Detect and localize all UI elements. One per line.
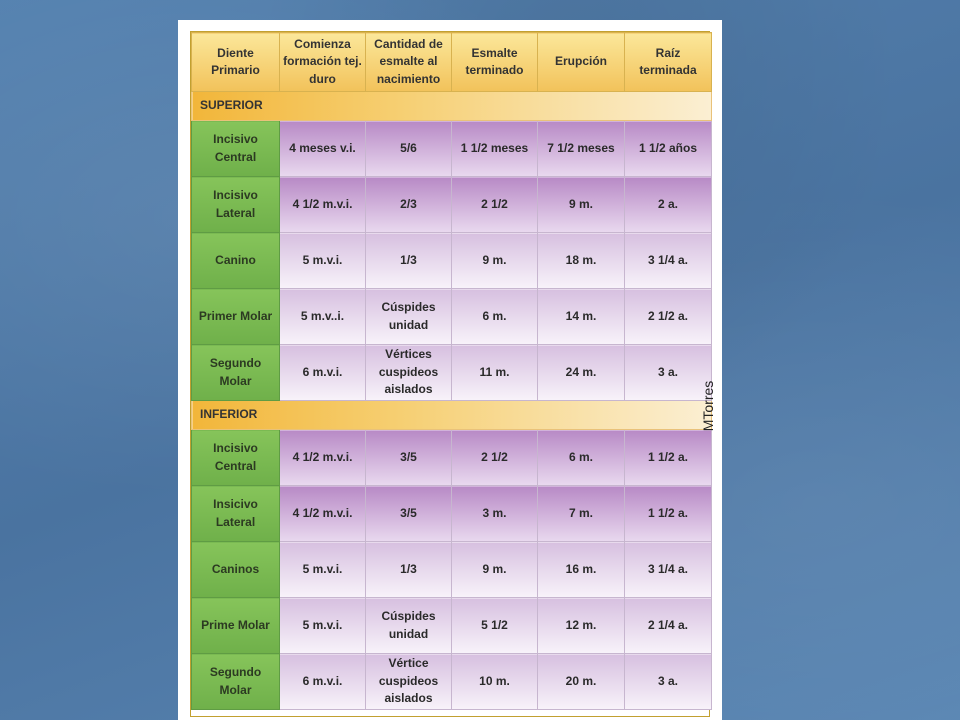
- table-cell: 2 1/2: [451, 429, 538, 486]
- header-cell: Diente Primario: [191, 32, 280, 92]
- table-cell: 9 m.: [451, 232, 538, 289]
- table-cell: 11 m.: [451, 344, 538, 401]
- table-cell: Vértice cuspideos aislados: [365, 653, 452, 710]
- table-row: Caninos 5 m.v.i. 1/3 9 m. 16 m. 3 1/4 a.: [191, 541, 712, 598]
- header-cell: Cantidad de esmalte al nacimiento: [365, 32, 452, 92]
- table-cell: 2 a.: [624, 176, 712, 233]
- table-cell: 4 meses v.i.: [279, 120, 366, 177]
- table-row: Segundo Molar 6 m.v.i. Vértice cuspideos a…: [191, 653, 712, 710]
- table-cell: 5/6: [365, 120, 452, 177]
- dental-chart-image: Diente Primario Comienza formación tej. …: [178, 20, 722, 720]
- table-cell: 2 1/2: [451, 176, 538, 233]
- header-cell: Esmalte terminado: [451, 32, 538, 92]
- table-cell: 7 m.: [537, 485, 625, 542]
- table-cell: 5 m.v..i.: [279, 288, 366, 345]
- table-cell: 3 a.: [624, 653, 712, 710]
- table-cell: 1 1/2 a.: [624, 429, 712, 486]
- table-cell: 20 m.: [537, 653, 625, 710]
- table-frame: Diente Primario Comienza formación tej. …: [190, 31, 712, 717]
- table-cell: 7 1/2 meses: [537, 120, 625, 177]
- table-cell: 18 m.: [537, 232, 625, 289]
- tooth-name-cell: Insicivo Lateral: [191, 485, 280, 542]
- tooth-name-cell: Primer Molar: [191, 288, 280, 345]
- tooth-name-cell: Segundo Molar: [191, 653, 280, 710]
- table-cell: Vértices cuspideos aislados: [365, 344, 452, 401]
- table-cell: 2/3: [365, 176, 452, 233]
- section-title: SUPERIOR: [191, 91, 712, 121]
- table-cell: 1 1/2 años: [624, 120, 712, 177]
- table-row: Primer Molar 5 m.v..i. Cúspides unidad 6 m.…: [191, 288, 712, 345]
- table-cell: 4 1/2 m.v.i.: [279, 429, 366, 486]
- table-cell: 3/5: [365, 429, 452, 486]
- table-cell: 3 a.: [624, 344, 712, 401]
- table-cell: 12 m.: [537, 597, 625, 654]
- table-cell: 14 m.: [537, 288, 625, 345]
- header-row: Diente Primario Comienza formación tej. …: [191, 32, 712, 92]
- tooth-name-cell: Caninos: [191, 541, 280, 598]
- section-row: SUPERIOR: [191, 91, 712, 121]
- table-cell: 5 m.v.i.: [279, 597, 366, 654]
- table-cell: 6 m.v.i.: [279, 344, 366, 401]
- table-cell: 9 m.: [537, 176, 625, 233]
- tooth-name-cell: Canino: [191, 232, 280, 289]
- table-cell: Cúspides unidad: [365, 597, 452, 654]
- table-cell: 1 1/2 meses: [451, 120, 538, 177]
- table-cell: 1/3: [365, 232, 452, 289]
- tooth-name-cell: Prime Molar: [191, 597, 280, 654]
- table-cell: 2 1/4 a.: [624, 597, 712, 654]
- section-title: INFERIOR: [191, 400, 712, 430]
- table-row: Incisivo Lateral 4 1/2 m.v.i. 2/3 2 1/2 9 m.…: [191, 176, 712, 233]
- header-cell: Erupción: [537, 32, 625, 92]
- tooth-name-cell: Incisivo Central: [191, 120, 280, 177]
- table-cell: 6 m.v.i.: [279, 653, 366, 710]
- primary-teeth-table: Diente Primario Comienza formación tej. …: [191, 32, 712, 710]
- table-cell: 4 1/2 m.v.i.: [279, 485, 366, 542]
- table-cell: 5 m.v.i.: [279, 232, 366, 289]
- table-cell: Cúspides unidad: [365, 288, 452, 345]
- tooth-name-cell: Segundo Molar: [191, 344, 280, 401]
- table-cell: 16 m.: [537, 541, 625, 598]
- table-cell: 1/3: [365, 541, 452, 598]
- table-row: Canino 5 m.v.i. 1/3 9 m. 18 m. 3 1/4 a.: [191, 232, 712, 289]
- tooth-name-cell: Incisivo Lateral: [191, 176, 280, 233]
- table-row: Incisivo Central 4 1/2 m.v.i. 3/5 2 1/2 6 m.…: [191, 429, 712, 486]
- watermark-text: MTorres: [700, 380, 716, 432]
- table-cell: 3 1/4 a.: [624, 541, 712, 598]
- header-cell: Raíz terminada: [624, 32, 712, 92]
- table-row: Prime Molar 5 m.v.i. Cúspides unidad 5 1/2 1…: [191, 597, 712, 654]
- table-cell: 9 m.: [451, 541, 538, 598]
- table-cell: 5 1/2: [451, 597, 538, 654]
- header-cell: Comienza formación tej. duro: [279, 32, 366, 92]
- table-cell: 4 1/2 m.v.i.: [279, 176, 366, 233]
- table-cell: 3 m.: [451, 485, 538, 542]
- table-cell: 6 m.: [451, 288, 538, 345]
- table-row: Segundo Molar 6 m.v.i. Vértices cuspideos …: [191, 344, 712, 401]
- table-cell: 6 m.: [537, 429, 625, 486]
- tooth-name-cell: Incisivo Central: [191, 429, 280, 486]
- table-cell: 3/5: [365, 485, 452, 542]
- section-row: INFERIOR: [191, 400, 712, 430]
- table-cell: 3 1/4 a.: [624, 232, 712, 289]
- table-cell: 2 1/2 a.: [624, 288, 712, 345]
- table-cell: 1 1/2 a.: [624, 485, 712, 542]
- table-row: Insicivo Lateral 4 1/2 m.v.i. 3/5 3 m. 7 m. 1…: [191, 485, 712, 542]
- table-cell: 24 m.: [537, 344, 625, 401]
- table-row: Incisivo Central 4 meses v.i. 5/6 1 1/2 mes…: [191, 120, 712, 177]
- table-cell: 10 m.: [451, 653, 538, 710]
- watermark: MTorres: [696, 370, 716, 450]
- table-cell: 5 m.v.i.: [279, 541, 366, 598]
